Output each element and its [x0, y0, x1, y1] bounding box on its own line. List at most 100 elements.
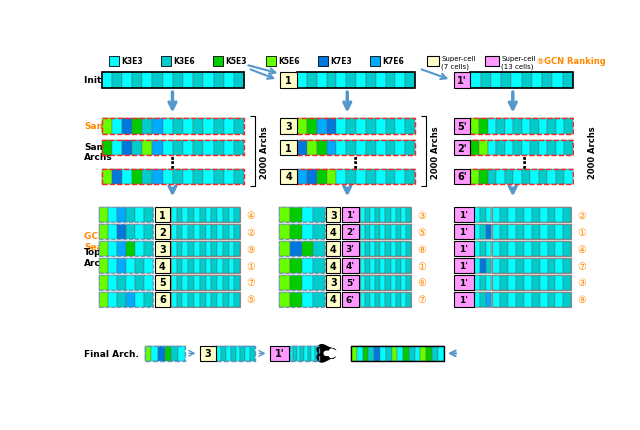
Bar: [500, 224, 508, 240]
Bar: [454, 141, 470, 156]
Bar: [177, 241, 182, 257]
Bar: [164, 346, 172, 361]
Bar: [307, 119, 317, 135]
Bar: [217, 292, 223, 307]
Bar: [302, 208, 314, 223]
Bar: [346, 169, 356, 184]
Bar: [524, 258, 532, 273]
Text: K3E3: K3E3: [121, 57, 143, 66]
Bar: [360, 258, 365, 273]
Bar: [401, 275, 406, 291]
Bar: [152, 141, 163, 156]
Bar: [102, 73, 244, 89]
Bar: [480, 241, 486, 257]
Text: 4: 4: [330, 261, 337, 271]
Text: Super-cell: Super-cell: [501, 56, 536, 62]
Bar: [496, 141, 504, 156]
Bar: [396, 141, 405, 156]
Bar: [171, 258, 177, 273]
Bar: [145, 346, 185, 361]
Bar: [563, 275, 572, 291]
Bar: [511, 73, 522, 89]
Bar: [326, 141, 337, 156]
Bar: [228, 208, 234, 223]
Bar: [108, 258, 117, 273]
Bar: [406, 224, 411, 240]
Bar: [426, 346, 432, 361]
Bar: [171, 208, 177, 223]
Bar: [211, 258, 217, 273]
Bar: [548, 241, 556, 257]
Text: 2000 Archs: 2000 Archs: [260, 126, 269, 178]
Bar: [337, 169, 346, 184]
Bar: [126, 258, 135, 273]
Text: Sampled
Archs: Sampled Archs: [84, 142, 128, 162]
Bar: [516, 241, 524, 257]
Bar: [223, 224, 228, 240]
Bar: [371, 57, 380, 67]
Bar: [376, 141, 385, 156]
Bar: [326, 292, 340, 307]
Text: ④: ④: [577, 244, 586, 254]
Bar: [474, 241, 480, 257]
Bar: [385, 241, 390, 257]
Text: (7 cells): (7 cells): [441, 63, 469, 69]
Bar: [200, 346, 216, 361]
Bar: [99, 241, 108, 257]
Bar: [401, 224, 406, 240]
Bar: [385, 208, 390, 223]
Bar: [204, 73, 214, 89]
Bar: [532, 292, 540, 307]
Text: 1': 1': [459, 278, 468, 287]
Bar: [406, 275, 411, 291]
Bar: [556, 292, 563, 307]
Text: 1': 1': [459, 211, 468, 220]
Bar: [99, 275, 153, 291]
Bar: [302, 292, 314, 307]
Bar: [135, 208, 144, 223]
Text: 1': 1': [275, 349, 284, 359]
Bar: [152, 119, 163, 135]
Text: ⋮: ⋮: [348, 155, 364, 170]
Bar: [374, 346, 380, 361]
Bar: [132, 141, 142, 156]
Bar: [132, 73, 142, 89]
Bar: [540, 224, 548, 240]
Bar: [504, 169, 513, 184]
Bar: [532, 73, 542, 89]
Bar: [380, 275, 385, 291]
Bar: [228, 275, 234, 291]
Text: 2000 Archs: 2000 Archs: [431, 126, 440, 178]
Text: ⑦: ⑦: [246, 278, 255, 288]
Bar: [405, 119, 415, 135]
Bar: [474, 241, 492, 257]
Bar: [548, 258, 556, 273]
Bar: [548, 224, 556, 240]
Bar: [376, 119, 385, 135]
Bar: [182, 208, 188, 223]
Text: 1': 1': [459, 295, 468, 304]
Bar: [183, 169, 193, 184]
Text: K5E3: K5E3: [225, 57, 247, 66]
Bar: [182, 275, 188, 291]
Text: ⋮: ⋮: [516, 155, 532, 170]
Bar: [108, 275, 117, 291]
Text: 3: 3: [159, 244, 166, 254]
Bar: [194, 292, 200, 307]
Bar: [304, 346, 308, 361]
Bar: [563, 241, 572, 257]
Bar: [470, 119, 479, 135]
Bar: [188, 292, 194, 307]
Bar: [117, 224, 126, 240]
Bar: [516, 208, 524, 223]
Bar: [99, 292, 153, 307]
Bar: [172, 346, 178, 361]
Bar: [279, 224, 325, 240]
Bar: [291, 208, 302, 223]
Bar: [492, 258, 500, 273]
Bar: [142, 141, 152, 156]
Bar: [205, 292, 211, 307]
Text: ④: ④: [246, 210, 255, 220]
Bar: [102, 119, 112, 135]
Bar: [155, 224, 170, 240]
